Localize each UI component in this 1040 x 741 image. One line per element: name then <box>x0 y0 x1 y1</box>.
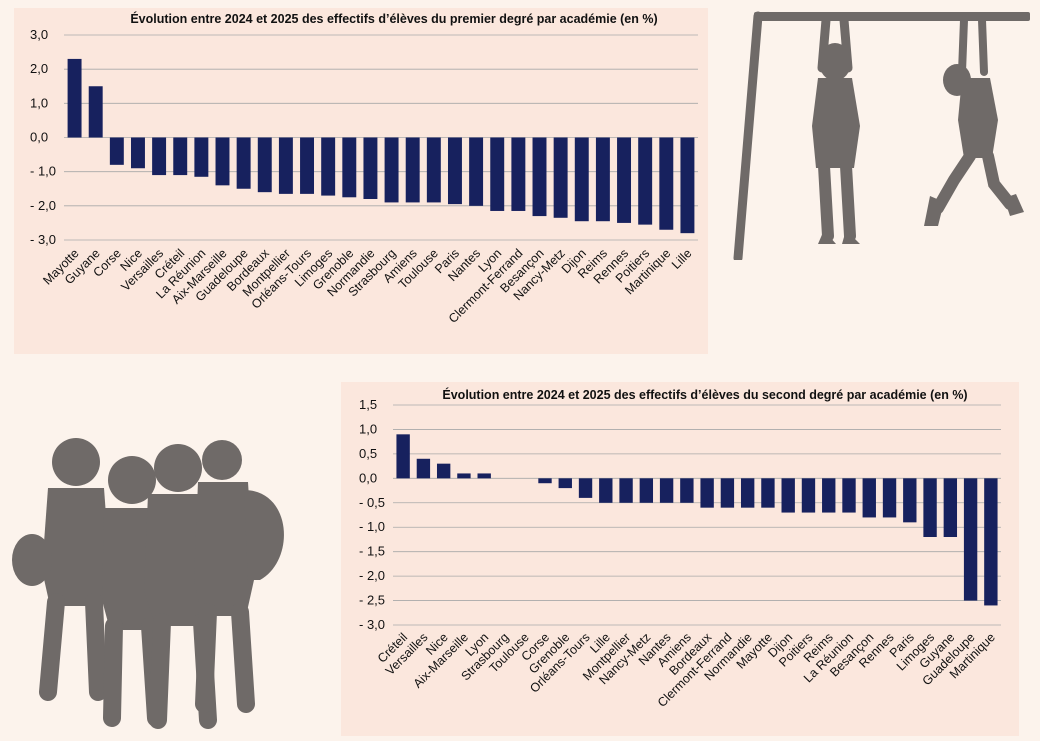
bar <box>639 478 654 503</box>
bar <box>384 137 399 203</box>
bar <box>740 478 755 508</box>
y-tick-label: 0,0 <box>30 130 48 145</box>
bar <box>257 137 272 193</box>
y-tick-label: 1,0 <box>359 421 377 436</box>
y-tick-label: 0,0 <box>359 470 377 485</box>
chart-panel-second-degre: Évolution entre 2024 et 2025 des effecti… <box>341 382 1019 736</box>
bar <box>67 58 82 138</box>
bar <box>761 478 775 508</box>
bar <box>558 478 572 489</box>
bar <box>321 137 336 196</box>
bar <box>984 478 998 606</box>
bar-chart-second-degre: Évolution entre 2024 et 2025 des effecti… <box>359 387 1001 710</box>
bar <box>680 137 695 234</box>
bar <box>109 137 124 165</box>
bar <box>638 137 653 225</box>
y-tick-label: 2,0 <box>30 61 48 76</box>
bar <box>963 478 978 601</box>
children-hanging-on-bar-silhouette <box>733 11 1030 260</box>
y-tick-label: - 1,5 <box>359 544 385 559</box>
bar <box>801 478 816 513</box>
y-tick-label: - 2,0 <box>359 568 385 583</box>
bar <box>822 478 836 513</box>
bar <box>490 137 505 211</box>
bar <box>447 137 462 205</box>
bar <box>396 434 410 479</box>
bar <box>416 458 431 479</box>
chart-title: Évolution entre 2024 et 2025 des effecti… <box>442 387 967 402</box>
bar <box>236 137 251 189</box>
bar <box>511 137 526 211</box>
bar <box>194 137 209 177</box>
y-tick-label: - 3,0 <box>30 232 56 247</box>
y-tick-label: - 0,5 <box>359 495 385 510</box>
chart-panel-premier-degre: Évolution entre 2024 et 2025 des effecti… <box>14 8 708 354</box>
bar <box>595 137 610 222</box>
bar-chart-premier-degre: Évolution entre 2024 et 2025 des effecti… <box>30 11 698 326</box>
bar <box>88 86 103 138</box>
bar <box>680 478 694 503</box>
bar <box>882 478 897 518</box>
bar <box>457 473 471 479</box>
bar <box>300 137 315 194</box>
bar <box>173 137 188 176</box>
bar <box>842 478 856 513</box>
bar <box>943 478 958 537</box>
bar <box>152 137 167 176</box>
y-tick-label: 0,5 <box>359 446 377 461</box>
bar <box>405 137 420 203</box>
y-tick-label: 1,5 <box>359 397 377 412</box>
y-tick-label: 3,0 <box>30 27 48 42</box>
y-tick-label: - 3,0 <box>359 617 385 632</box>
bar <box>781 478 795 513</box>
bar <box>617 137 632 223</box>
bar <box>538 478 552 484</box>
bar <box>862 478 876 518</box>
y-tick-label: 1,0 <box>30 95 48 110</box>
bar <box>342 137 357 198</box>
category-label: Lille <box>669 246 695 272</box>
bar <box>215 137 230 186</box>
bar <box>578 478 593 498</box>
bar <box>532 137 547 217</box>
bar <box>436 463 451 479</box>
bar <box>553 137 568 218</box>
bar <box>574 137 589 222</box>
bar <box>426 137 441 203</box>
y-tick-label: - 1,0 <box>30 164 56 179</box>
bar <box>903 478 917 523</box>
teenagers-group-silhouette <box>12 438 284 729</box>
y-tick-label: - 2,5 <box>359 593 385 608</box>
bar <box>130 137 145 169</box>
y-tick-label: - 1,0 <box>359 519 385 534</box>
bar <box>599 478 613 503</box>
y-tick-label: - 2,0 <box>30 198 56 213</box>
bar <box>363 137 378 199</box>
bar <box>659 137 674 230</box>
bar <box>720 478 735 508</box>
bar <box>700 478 714 508</box>
bar <box>619 478 633 503</box>
bar <box>278 137 293 194</box>
chart-title: Évolution entre 2024 et 2025 des effecti… <box>130 11 657 26</box>
bar <box>659 478 674 503</box>
bar <box>923 478 937 537</box>
bar <box>469 137 484 206</box>
bar <box>477 473 491 479</box>
